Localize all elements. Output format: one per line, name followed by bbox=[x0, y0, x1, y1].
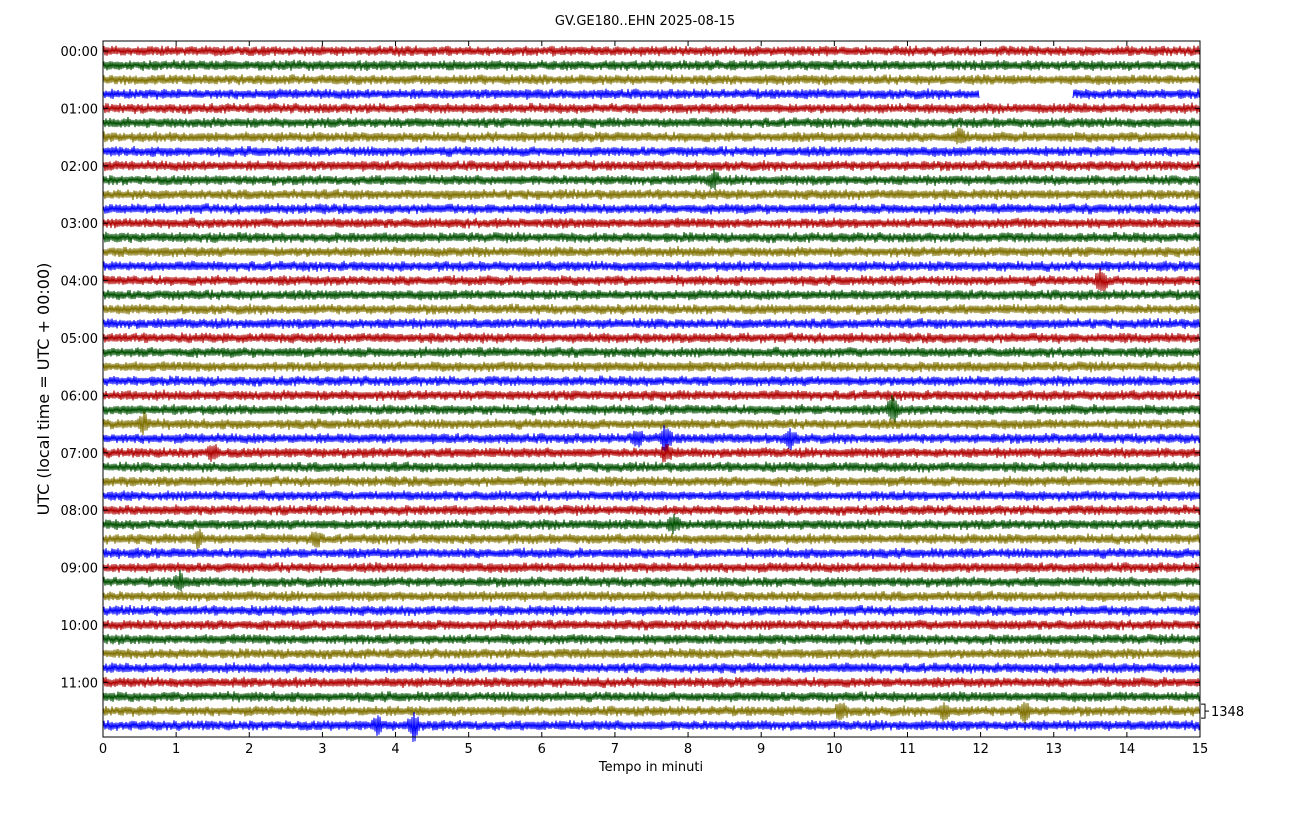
trace-row-1 bbox=[102, 59, 1201, 72]
trace-row-20 bbox=[102, 332, 1201, 344]
trace-row-21 bbox=[102, 346, 1201, 359]
x-tick-label-2: 2 bbox=[245, 742, 253, 757]
y-tick-label-6: 06:00 bbox=[61, 389, 98, 404]
trace-row-40 bbox=[102, 619, 1201, 631]
trace-row-19 bbox=[102, 317, 1201, 330]
trace-row-26 bbox=[102, 411, 1201, 436]
trace-group bbox=[102, 45, 1201, 743]
plot-frame bbox=[102, 40, 1201, 738]
y-tick-label-0: 00:00 bbox=[61, 45, 98, 60]
trace-row-9 bbox=[102, 168, 1201, 190]
trace-row-41 bbox=[102, 633, 1201, 646]
trace-row-35 bbox=[102, 547, 1201, 560]
y-tick-label-10: 10:00 bbox=[61, 619, 98, 634]
trace-row-32 bbox=[102, 504, 1201, 516]
trace-row-34 bbox=[102, 528, 1201, 550]
x-tick-label-15: 15 bbox=[1192, 742, 1209, 757]
x-axis: 0 1 2 3 4 5 6 7 8 9 10 11 12 13 14 15 bbox=[99, 41, 1208, 757]
trace-row-46 bbox=[102, 701, 1201, 724]
trace-row-7 bbox=[102, 145, 1201, 158]
y-tick-label-9: 09:00 bbox=[61, 562, 98, 577]
trace-row-36 bbox=[102, 561, 1201, 574]
trace-row-17 bbox=[102, 289, 1201, 301]
x-tick-label-12: 12 bbox=[972, 742, 989, 757]
trace-row-28 bbox=[102, 444, 1201, 463]
x-tick-label-3: 3 bbox=[318, 742, 326, 757]
x-tick-label-7: 7 bbox=[611, 742, 619, 757]
trace-row-23 bbox=[102, 375, 1201, 387]
trace-row-31 bbox=[102, 490, 1201, 502]
x-tick-label-6: 6 bbox=[538, 742, 546, 757]
y-axis: 00:00 01:00 02:00 03:00 04:00 05:00 06:00 07:00… bbox=[61, 45, 1200, 691]
trace-row-10 bbox=[102, 188, 1201, 201]
x-axis-label: Tempo in minuti bbox=[598, 760, 703, 775]
trace-row-37 bbox=[102, 569, 1201, 592]
trace-row-16 bbox=[102, 268, 1201, 292]
trace-row-24 bbox=[102, 389, 1201, 402]
trace-row-45 bbox=[102, 691, 1201, 703]
trace-row-47 bbox=[102, 711, 1201, 743]
x-tick-label-11: 11 bbox=[899, 742, 916, 757]
amplitude-scale-bar: 1348 bbox=[1201, 703, 1244, 720]
y-tick-label-7: 07:00 bbox=[61, 447, 98, 462]
trace-row-33 bbox=[102, 513, 1201, 535]
trace-row-0 bbox=[102, 45, 1201, 57]
x-tick-label-1: 1 bbox=[172, 742, 180, 757]
trace-row-22 bbox=[102, 360, 1201, 373]
trace-row-18 bbox=[102, 303, 1201, 316]
trace-row-42 bbox=[102, 648, 1201, 660]
trace-row-27 bbox=[102, 424, 1201, 452]
x-tick-label-5: 5 bbox=[465, 742, 473, 757]
scale-bracket bbox=[1201, 703, 1206, 719]
trace-row-13 bbox=[102, 231, 1201, 244]
x-tick-label-13: 13 bbox=[1045, 742, 1062, 757]
y-tick-label-2: 02:00 bbox=[61, 160, 98, 175]
trace-row-43 bbox=[102, 662, 1201, 674]
x-tick-label-4: 4 bbox=[391, 742, 399, 757]
y-tick-label-11: 11:00 bbox=[61, 676, 98, 691]
y-tick-label-5: 05:00 bbox=[61, 332, 98, 347]
x-tick-label-9: 9 bbox=[757, 742, 765, 757]
y-tick-label-1: 01:00 bbox=[61, 102, 98, 117]
trace-row-11 bbox=[102, 203, 1201, 215]
y-tick-label-3: 03:00 bbox=[61, 217, 98, 232]
trace-row-39 bbox=[102, 604, 1201, 617]
trace-row-12 bbox=[102, 217, 1201, 229]
trace-row-44 bbox=[102, 676, 1201, 689]
trace-row-14 bbox=[102, 246, 1201, 258]
trace-row-5 bbox=[102, 117, 1201, 129]
trace-row-25 bbox=[102, 394, 1201, 423]
trace-row-29 bbox=[102, 461, 1201, 473]
trace-row-38 bbox=[102, 590, 1201, 603]
x-tick-label-10: 10 bbox=[826, 742, 843, 757]
x-tick-label-0: 0 bbox=[99, 742, 107, 757]
trace-row-4 bbox=[102, 102, 1201, 115]
scale-label: 1348 bbox=[1211, 705, 1244, 720]
trace-row-6 bbox=[102, 127, 1201, 145]
x-tick-label-14: 14 bbox=[1119, 742, 1136, 757]
x-tick-label-8: 8 bbox=[684, 742, 692, 757]
chart-title: GV.GE180..EHN 2025-08-15 bbox=[555, 14, 735, 29]
y-axis-label: UTC (local time = UTC + 00:00) bbox=[34, 263, 53, 516]
y-tick-label-4: 04:00 bbox=[61, 275, 98, 290]
trace-row-3 bbox=[102, 88, 1201, 100]
y-tick-label-8: 08:00 bbox=[61, 504, 98, 519]
trace-row-2 bbox=[102, 74, 1201, 86]
trace-row-8 bbox=[102, 160, 1201, 172]
trace-row-30 bbox=[102, 475, 1201, 488]
trace-row-15 bbox=[102, 260, 1201, 272]
